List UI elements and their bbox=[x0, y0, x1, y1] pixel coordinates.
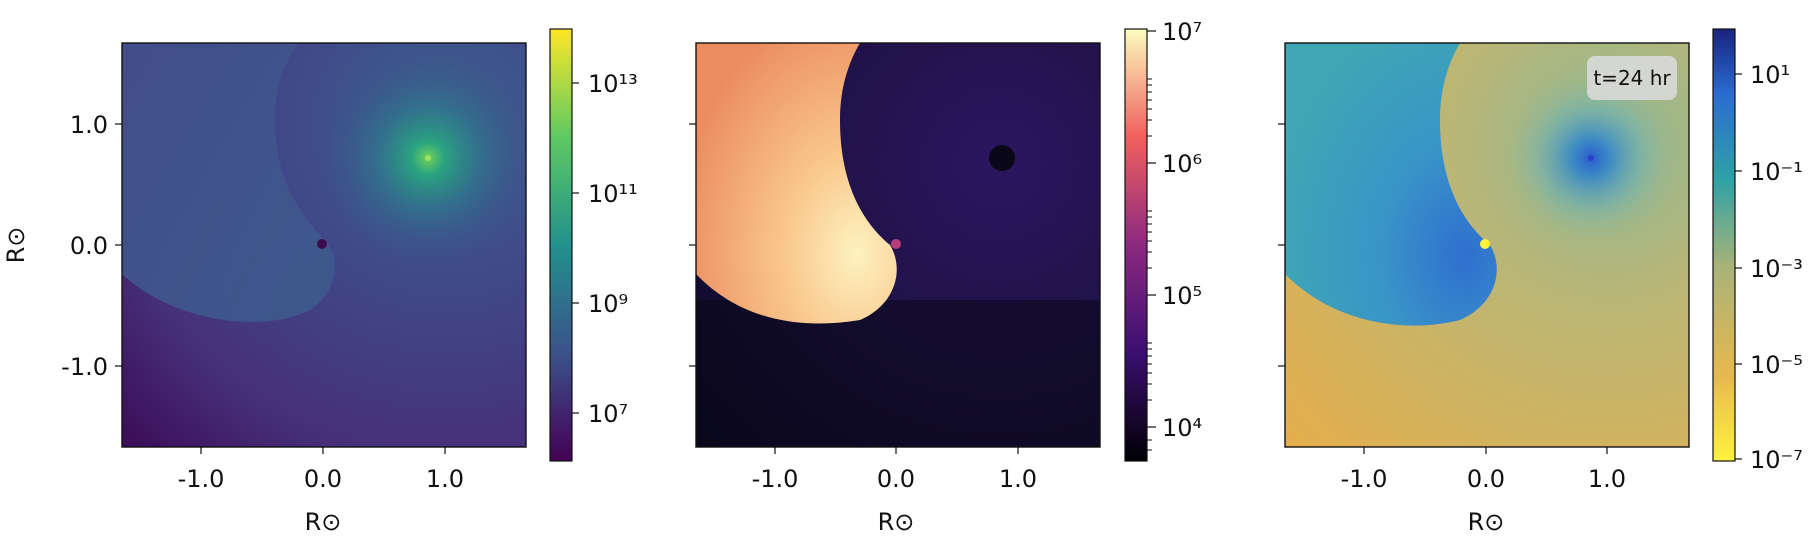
panel-2-colorbar-tick-label: 10⁵ bbox=[1162, 282, 1202, 310]
panel-3-star-marker bbox=[1480, 239, 1490, 249]
panel-3-colorbar-tick-label: 10⁻³ bbox=[1750, 255, 1803, 283]
panel-2-companion-disk bbox=[989, 145, 1015, 171]
panel-1-companion-marker bbox=[425, 155, 431, 161]
panel-1-x-tick-label: 0.0 bbox=[304, 465, 342, 493]
panel-1-x-tick-label: -1.0 bbox=[178, 465, 225, 493]
panel-2-x-tick-label: 1.0 bbox=[999, 465, 1037, 493]
panel-1-x-ticks: -1.0 0.0 1.0 bbox=[178, 447, 464, 493]
panel-1-heatmap bbox=[122, 43, 526, 447]
panel-2-x-tick-label: 0.0 bbox=[877, 465, 915, 493]
panel-2-star-marker bbox=[891, 239, 901, 249]
panel-3-x-tick-label: 0.0 bbox=[1467, 465, 1505, 493]
panel-2-colorbar bbox=[1124, 28, 1148, 462]
time-annotation-text: t=24 hr bbox=[1593, 66, 1671, 90]
panel-3: t=24 hr -1.0 0.0 1.0 R⊙ 10¹ 10⁻¹ 10⁻³ 1 bbox=[1278, 28, 1803, 536]
panel-3-y-ticks bbox=[1278, 123, 1285, 367]
panel-3-heatmap bbox=[1285, 43, 1689, 447]
panel-2-x-axis-label: R⊙ bbox=[878, 508, 915, 536]
panel-3-colorbar-tick-label: 10⁻⁵ bbox=[1750, 351, 1803, 379]
panel-3-x-tick-label: -1.0 bbox=[1341, 465, 1388, 493]
panel-1-y-tick-label: -1.0 bbox=[61, 353, 108, 381]
panel-3-colorbar-tick-label: 10⁻⁷ bbox=[1750, 446, 1803, 474]
panel-2-colorbar-tick-label: 10⁷ bbox=[1162, 18, 1202, 46]
panel-2-y-ticks bbox=[689, 123, 696, 367]
panel-1-y-ticks: 1.0 0.0 -1.0 bbox=[61, 111, 122, 381]
panel-2-colorbar-tick-label: 10⁴ bbox=[1162, 414, 1202, 442]
panel-1-x-tick-label: 1.0 bbox=[426, 465, 464, 493]
panel-3-x-ticks: -1.0 0.0 1.0 bbox=[1341, 447, 1626, 493]
panel-1: -1.0 0.0 1.0 R⊙ 1.0 0.0 -1.0 R⊙ 10¹³ 10¹… bbox=[2, 28, 638, 536]
panel-3-companion-marker bbox=[1588, 155, 1594, 161]
time-annotation: t=24 hr bbox=[1587, 56, 1677, 100]
panel-3-colorbar-tick-label: 10⁻¹ bbox=[1750, 158, 1803, 186]
panel-1-colorbar-tick-label: 10⁹ bbox=[588, 290, 628, 318]
panel-1-spiral-tail bbox=[122, 43, 335, 323]
panel-3-x-tick-label: 1.0 bbox=[1588, 465, 1626, 493]
panel-1-source-glow bbox=[318, 48, 526, 268]
panel-1-star-marker bbox=[317, 239, 327, 249]
panel-1-y-tick-label: 0.0 bbox=[70, 232, 108, 260]
panel-1-colorbar bbox=[549, 28, 573, 462]
panel-1-y-axis-label: R⊙ bbox=[2, 227, 30, 264]
panel-1-x-axis-label: R⊙ bbox=[305, 508, 342, 536]
panel-1-colorbar-tick-label: 10⁷ bbox=[588, 400, 628, 428]
panel-2-heatmap bbox=[696, 43, 1100, 447]
panel-2-spiral-tail bbox=[696, 43, 897, 324]
panel-3-x-axis-label: R⊙ bbox=[1468, 508, 1505, 536]
panel-2-colorbar-tick-label: 10⁶ bbox=[1162, 150, 1202, 178]
panel-1-colorbar-tick-label: 10¹³ bbox=[588, 70, 638, 98]
panel-2-colorbar-ticks: 10⁷ 10⁶ 10⁵ 10⁴ bbox=[1147, 18, 1202, 451]
panel-2: -1.0 0.0 1.0 R⊙ bbox=[689, 18, 1202, 536]
panel-1-colorbar-tick-label: 10¹¹ bbox=[588, 180, 638, 208]
panel-3-colorbar-ticks: 10¹ 10⁻¹ 10⁻³ 10⁻⁵ 10⁻⁷ bbox=[1735, 61, 1803, 474]
panel-3-colorbar-tick-label: 10¹ bbox=[1750, 61, 1790, 89]
panel-2-x-tick-label: -1.0 bbox=[752, 465, 799, 493]
panel-1-y-tick-label: 1.0 bbox=[70, 111, 108, 139]
panel-2-x-ticks: -1.0 0.0 1.0 bbox=[752, 447, 1037, 493]
panel-3-colorbar bbox=[1712, 28, 1736, 462]
panel-1-colorbar-ticks: 10¹³ 10¹¹ 10⁹ 10⁷ bbox=[572, 70, 638, 428]
panel-3-spiral-tail bbox=[1285, 43, 1497, 326]
